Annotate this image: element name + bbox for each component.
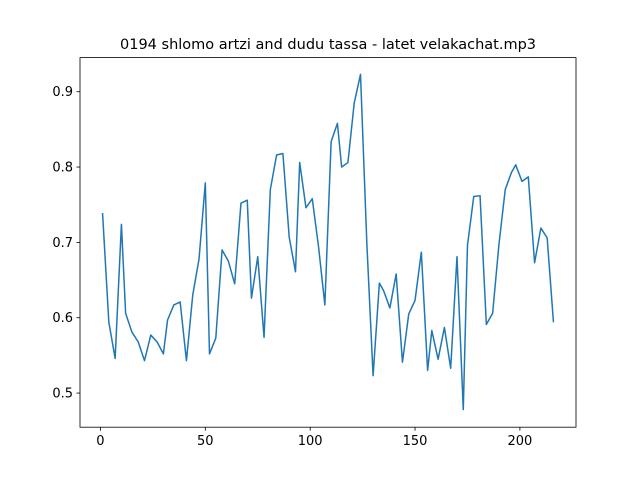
x-tick-label: 200 [507,434,532,449]
chart-title: 0194 shlomo artzi and dudu tassa - latet… [120,37,536,53]
x-tick-label: 100 [298,434,323,449]
y-tick-label: 0.8 [52,161,73,176]
y-tick-label: 0.7 [52,236,73,251]
line-series [101,73,555,411]
axes-frame [79,57,577,428]
x-tick-label: 50 [197,434,214,449]
y-tick-label: 0.5 [52,387,73,402]
y-tick-label: 0.9 [52,85,73,100]
x-tick-label: 0 [96,434,104,449]
y-tick-label: 0.6 [52,311,73,326]
x-tick-label: 150 [403,434,428,449]
